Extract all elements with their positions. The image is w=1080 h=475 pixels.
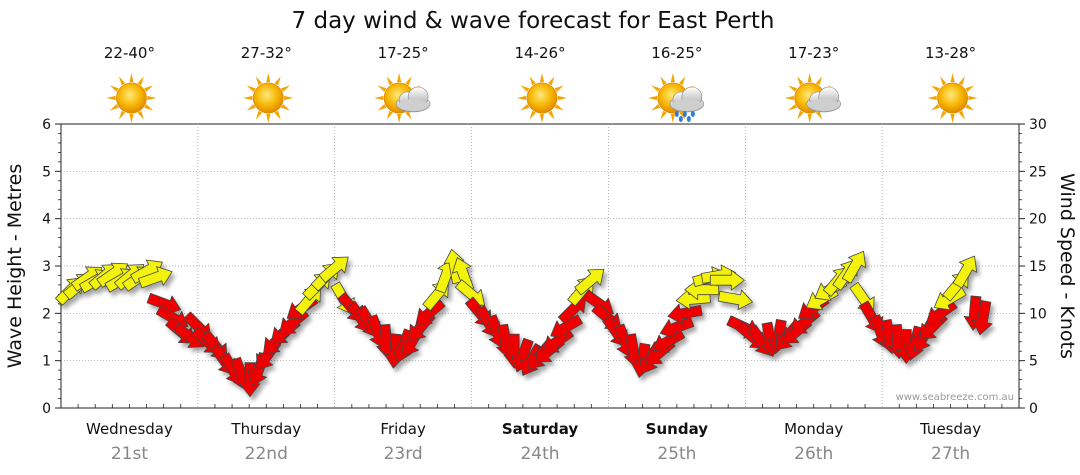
day-labels: Wednesday 21st Thursday 22nd Friday 23rd Satur… bbox=[86, 420, 981, 464]
partly-cloudy-icon bbox=[374, 73, 431, 123]
right-tick-label: 30 bbox=[1029, 117, 1047, 133]
right-tick-label: 5 bbox=[1029, 354, 1038, 370]
wind-arrow bbox=[451, 257, 475, 292]
temperature-range: 17-23° bbox=[788, 44, 839, 62]
wind-arrow bbox=[550, 314, 584, 339]
day-date-label: 24th bbox=[520, 444, 559, 464]
left-axis: 0 1 2 3 4 5 6 bbox=[42, 117, 61, 417]
temperature-range: 14-26° bbox=[514, 44, 565, 62]
plot-area: 0 1 2 3 4 5 6 0 5 10 15 20 25 30 bbox=[42, 117, 1047, 417]
left-tick-label: 1 bbox=[42, 354, 51, 370]
day-date-label: 21st bbox=[111, 444, 148, 464]
sunny-icon bbox=[243, 73, 294, 123]
left-tick-label: 2 bbox=[42, 306, 51, 322]
wind-arrow bbox=[952, 255, 978, 289]
left-axis-label: Wave Height - Metres bbox=[4, 164, 26, 368]
wind-arrow bbox=[972, 300, 993, 336]
right-tick-label: 0 bbox=[1029, 401, 1038, 417]
chart-title: 7 day wind & wave forecast for East Pert… bbox=[292, 8, 775, 34]
day-date-label: 25th bbox=[657, 444, 696, 464]
temperature-range: 27-32° bbox=[241, 44, 292, 62]
day-name-label: Monday bbox=[784, 420, 843, 438]
wind-arrow bbox=[717, 289, 753, 311]
left-tick-label: 0 bbox=[42, 401, 51, 417]
wind-arrow bbox=[318, 256, 349, 284]
day-date-label: 26th bbox=[794, 444, 833, 464]
day-name-label: Wednesday bbox=[86, 420, 173, 438]
sunny-icon bbox=[517, 73, 567, 123]
right-tick-label: 10 bbox=[1029, 306, 1047, 322]
left-tick-label: 5 bbox=[42, 164, 51, 180]
left-tick-label: 6 bbox=[42, 117, 51, 133]
day-date-label: 23rd bbox=[384, 444, 423, 464]
right-axis-label: Wind Speed - Knots bbox=[1056, 173, 1078, 359]
day-name-label: Tuesday bbox=[919, 420, 981, 438]
wind-arrow bbox=[667, 303, 703, 325]
right-tick-label: 20 bbox=[1029, 212, 1047, 228]
wind-arrow bbox=[574, 268, 605, 296]
right-tick-label: 25 bbox=[1029, 164, 1047, 180]
sunny-icon bbox=[927, 73, 978, 123]
wind-arrows bbox=[55, 248, 993, 398]
day-name-label: Sunday bbox=[646, 420, 709, 438]
day-date-label: 22nd bbox=[245, 444, 288, 464]
temperature-range: 16-25° bbox=[651, 44, 702, 62]
temperature-range: 13-28° bbox=[925, 44, 976, 62]
credit-text: www.seabreeze.com.au bbox=[896, 392, 1014, 403]
day-name-label: Friday bbox=[380, 420, 426, 438]
sunny-icon bbox=[106, 73, 157, 123]
day-name-label: Saturday bbox=[502, 420, 579, 438]
left-tick-label: 4 bbox=[42, 212, 51, 228]
temperature-range: 22-40° bbox=[104, 44, 155, 62]
day-name-label: Thursday bbox=[230, 420, 301, 438]
temperature-range: 17-25° bbox=[378, 44, 429, 62]
partly-cloudy-icon bbox=[784, 73, 842, 123]
day-date-label: 27th bbox=[931, 444, 970, 464]
wind-arrow bbox=[138, 266, 173, 289]
wind-arrow bbox=[709, 269, 745, 291]
showers-icon bbox=[647, 73, 705, 123]
right-tick-label: 15 bbox=[1029, 259, 1047, 275]
left-tick-label: 3 bbox=[42, 259, 51, 275]
weather-row: 22-40° 27-32° 17-25° 14-26° 16-25° 17-23° 13-2… bbox=[104, 44, 978, 123]
wind-arrow bbox=[841, 250, 867, 284]
right-axis: 0 5 10 15 20 25 30 bbox=[1019, 117, 1047, 417]
